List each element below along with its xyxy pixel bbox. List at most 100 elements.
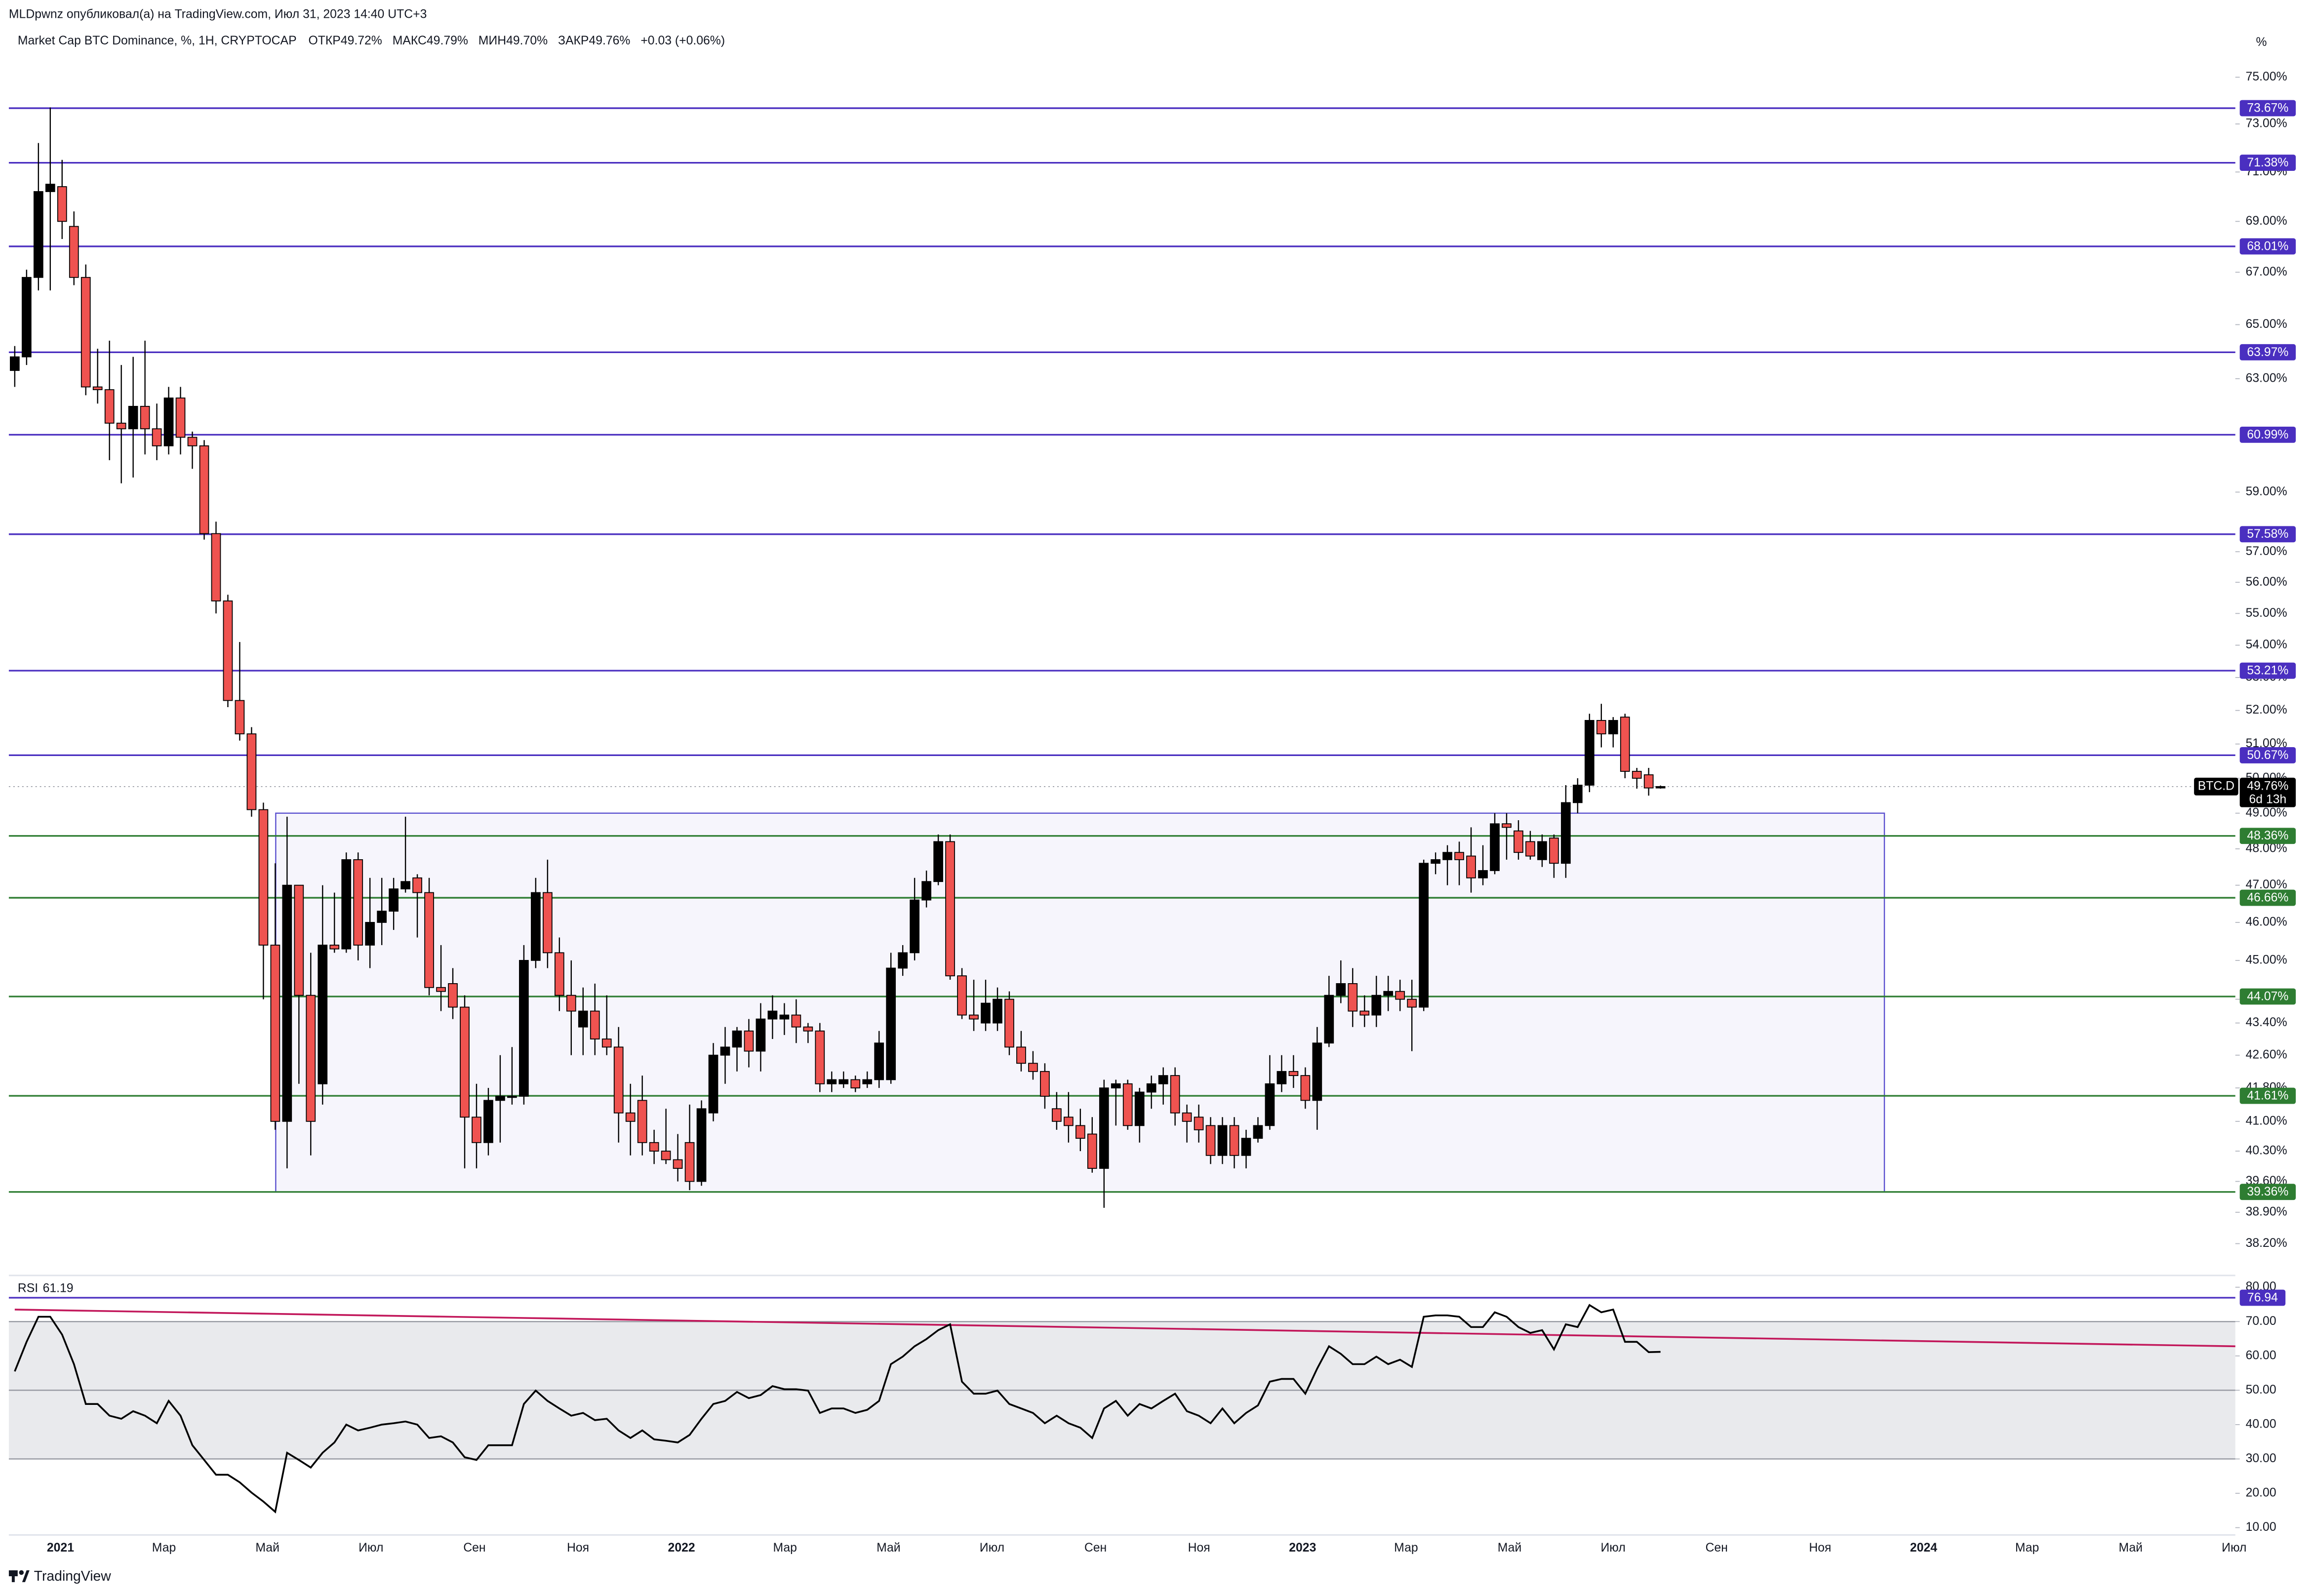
candle-body — [318, 945, 328, 1084]
level-label-box — [2239, 1087, 2296, 1104]
candle-body — [767, 1010, 778, 1020]
candle-body — [957, 975, 967, 1016]
level-label-box — [2239, 889, 2296, 906]
candle-body — [1146, 1083, 1156, 1093]
y-tick-label: 75.00% — [2246, 70, 2287, 83]
countdown-label: 6d 13h — [2249, 793, 2287, 806]
level-label: 39.36% — [2247, 1185, 2288, 1198]
x-tick-label: Май — [2118, 1541, 2143, 1555]
candle-body — [1122, 1083, 1133, 1126]
level-label: 68.01% — [2247, 239, 2288, 253]
candle-body — [578, 1010, 588, 1028]
x-tick-label: Ноя — [1188, 1541, 1210, 1555]
candle-body — [1194, 1117, 1204, 1130]
y-tick-label: 52.00% — [2246, 703, 2287, 717]
candle-body — [483, 1100, 493, 1143]
candle-body — [1561, 802, 1571, 864]
legend-value: МАКС49.79% — [393, 34, 468, 47]
x-tick-label: Июл — [980, 1541, 1004, 1555]
legend-value: ЗАКР49.76% — [558, 34, 630, 47]
y-tick-label: 60.00 — [2246, 1349, 2276, 1362]
candle-body — [1395, 991, 1405, 1000]
y-tick-label: 38.20% — [2246, 1237, 2287, 1250]
candle-body — [1632, 771, 1642, 779]
candle-body — [1040, 1071, 1050, 1097]
level-label: 60.99% — [2247, 428, 2288, 441]
candle-body — [223, 600, 233, 701]
candle-body — [199, 445, 209, 534]
y-tick-label: 38.90% — [2246, 1205, 2287, 1218]
level-label: 76.94 — [2247, 1291, 2278, 1304]
candle-body — [1431, 859, 1440, 864]
candle-body — [1111, 1083, 1121, 1089]
y-tick-label: 69.00% — [2246, 214, 2287, 228]
level-label-box — [2239, 100, 2296, 117]
candle-body — [886, 967, 896, 1080]
candle-body — [756, 1018, 766, 1052]
candle-body — [1478, 870, 1488, 878]
candle-body — [637, 1100, 647, 1143]
candle-body — [21, 277, 32, 358]
candle-body — [1537, 841, 1547, 860]
candle-body — [235, 700, 245, 735]
y-tick-label: 73.00% — [2246, 117, 2287, 130]
published-note: MLDpwnz опубликовал(а) на TradingView.co… — [9, 7, 427, 21]
candle-body — [1573, 785, 1583, 803]
level-label-box — [2239, 344, 2296, 360]
legend-value: +0.03 (+0.06%) — [640, 34, 725, 47]
y-tick-label: 42.60% — [2246, 1048, 2287, 1061]
y-tick-label: 40.30% — [2246, 1144, 2287, 1157]
level-label: 46.66% — [2247, 891, 2288, 904]
candle-body — [377, 911, 387, 923]
candle-body — [436, 987, 446, 992]
level-label: 48.36% — [2247, 829, 2288, 842]
y-tick-label: 65.00% — [2246, 318, 2287, 331]
candle-body — [92, 386, 103, 391]
candle-body — [33, 191, 43, 278]
candle-body — [684, 1142, 695, 1182]
candle-body — [1454, 852, 1464, 860]
candle-body — [1182, 1112, 1192, 1122]
candle-body — [282, 884, 292, 1122]
level-label: 50.67% — [2247, 749, 2288, 762]
candle-body — [661, 1151, 671, 1160]
candle-body — [1502, 823, 1512, 828]
y-tick-label: 50.00 — [2246, 1383, 2276, 1396]
candle-body — [1241, 1138, 1251, 1156]
candle-body — [1052, 1108, 1062, 1122]
y-tick-label: 43.40% — [2246, 1016, 2287, 1029]
x-tick-label: Июл — [359, 1541, 383, 1555]
candle-body — [720, 1046, 730, 1056]
candle-body — [294, 884, 304, 996]
level-label-box — [2239, 526, 2296, 543]
candle-body — [1525, 841, 1535, 857]
level-label-box — [2239, 238, 2296, 255]
candle-body — [45, 184, 55, 192]
candle-body — [1620, 717, 1630, 772]
candle-body — [1549, 838, 1559, 864]
y-tick-label: 20.00 — [2246, 1486, 2276, 1500]
candle-body — [815, 1030, 825, 1084]
candle-body — [803, 1026, 813, 1032]
candle-body — [1608, 720, 1618, 735]
candle-body — [400, 881, 410, 889]
x-tick-label: Май — [877, 1541, 901, 1555]
candle-body — [258, 809, 269, 946]
y-tick-label: 10.00 — [2246, 1520, 2276, 1534]
level-label-box — [2239, 662, 2296, 679]
candle-body — [175, 398, 186, 438]
x-tick-label: Мар — [152, 1541, 176, 1555]
level-label: 53.21% — [2247, 664, 2288, 678]
candle-body — [1371, 995, 1382, 1016]
candle-body — [1075, 1125, 1085, 1139]
candle-body — [365, 922, 375, 946]
candle-body — [981, 1002, 991, 1024]
candle-body — [1265, 1083, 1275, 1126]
footer-brand: TradingView — [34, 1568, 112, 1584]
x-tick-label: 2022 — [668, 1541, 695, 1555]
candle-body — [945, 841, 955, 977]
candle-body — [495, 1096, 505, 1101]
candle-body — [246, 733, 257, 810]
candle-body — [69, 226, 79, 278]
